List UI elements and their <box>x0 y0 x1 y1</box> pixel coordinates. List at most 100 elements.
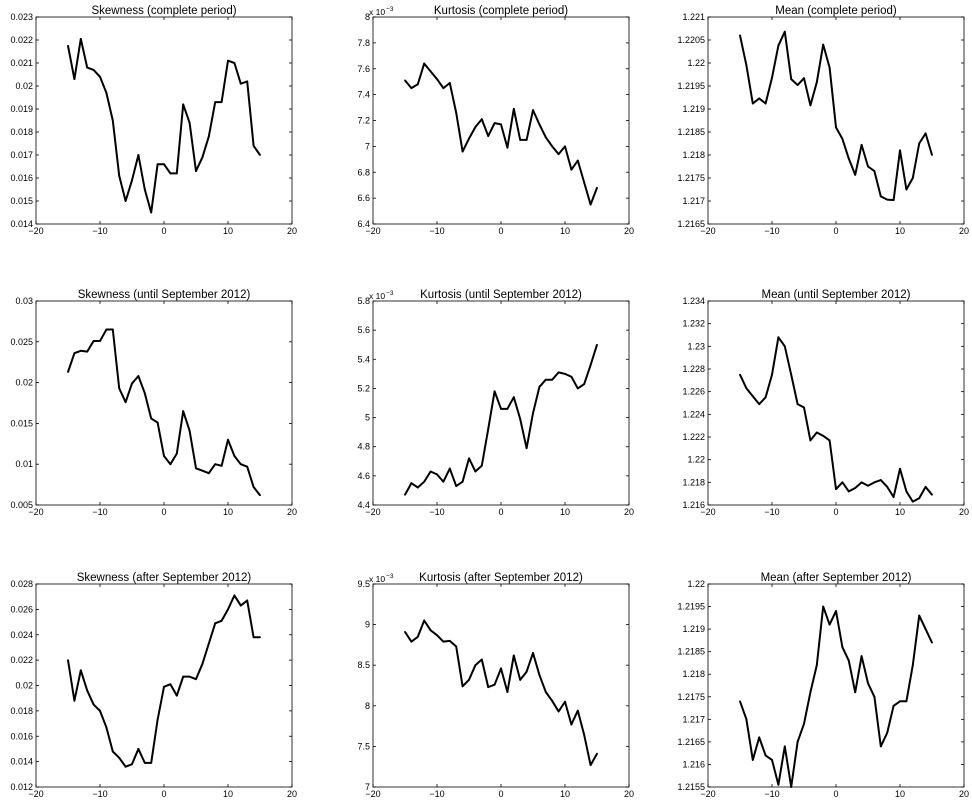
y-tick-label: 1.218 <box>682 477 705 487</box>
plot-frame <box>707 300 965 506</box>
data-point <box>745 718 748 721</box>
data-point <box>544 378 547 381</box>
x-tick-label: −20 <box>365 789 380 799</box>
data-point <box>111 328 114 331</box>
data-point <box>233 594 236 597</box>
y-tick-label: 1.2195 <box>677 81 705 91</box>
data-point <box>156 163 159 166</box>
y-tick-label: 0.022 <box>10 35 33 45</box>
y-tick-label: 1.217 <box>682 196 705 206</box>
data-point <box>777 336 780 339</box>
y-tick-label: 7.8 <box>357 38 370 48</box>
x-tick-label: 0 <box>498 226 503 236</box>
chart-title: Skewness (until September 2012) <box>78 289 251 301</box>
data-point <box>137 375 140 377</box>
data-point <box>751 102 754 105</box>
data-point <box>410 87 413 90</box>
data-point <box>493 122 496 124</box>
y-tick-label: 1.216 <box>682 500 705 510</box>
data-point <box>163 685 165 688</box>
data-point <box>835 126 837 129</box>
x-tick-label: −20 <box>700 789 715 799</box>
data-point <box>86 66 89 69</box>
data-point <box>73 78 76 80</box>
data-point <box>99 75 101 78</box>
y-tick-label: 1.232 <box>682 319 705 329</box>
data-point <box>803 722 805 725</box>
data-point <box>809 104 812 107</box>
data-point <box>214 463 217 466</box>
data-point <box>790 786 793 788</box>
data-point <box>124 401 127 404</box>
data-point <box>544 136 547 139</box>
chart-title: Skewness (complete period) <box>91 5 236 17</box>
data-point <box>468 457 470 460</box>
data-point <box>512 107 515 110</box>
data-point <box>474 126 477 128</box>
data-point <box>175 452 178 455</box>
data-point <box>835 610 837 612</box>
data-point <box>124 200 127 202</box>
data-point <box>214 622 217 625</box>
data-point <box>847 659 850 662</box>
x-tick-label: −20 <box>365 226 380 236</box>
y-tick-label: 0.03 <box>15 296 33 306</box>
y-tick-label: 1.22 <box>687 455 705 465</box>
chart-panel: −20 −10 0 10 20 0.014 0.015 0.016 0.017 0.018 0.01… <box>10 5 297 236</box>
data-point <box>879 745 882 748</box>
data-point <box>118 387 121 390</box>
x-tick-label: 0 <box>161 789 166 799</box>
data-point <box>809 439 812 442</box>
data-point <box>182 675 185 678</box>
data-point <box>461 480 464 483</box>
data-point <box>506 146 509 149</box>
data-point <box>410 482 413 485</box>
data-point <box>847 490 850 493</box>
data-point <box>796 84 799 86</box>
data-point <box>487 135 490 137</box>
data-point <box>131 179 133 182</box>
data-point <box>259 494 261 497</box>
data-point <box>918 142 921 145</box>
data-point <box>436 634 438 637</box>
y-tick-label: 0.005 <box>10 500 33 510</box>
data-point <box>239 463 242 466</box>
x-tick-label: 20 <box>959 507 969 517</box>
data-point <box>892 704 895 707</box>
data-point <box>803 406 805 409</box>
data-point <box>468 678 470 681</box>
plot-frame <box>372 300 630 506</box>
x-tick-label: −20 <box>28 226 43 236</box>
chart-title: Mean (after September 2012) <box>761 572 912 584</box>
data-point <box>500 407 502 410</box>
plot-frame <box>35 16 293 225</box>
data-point <box>538 386 541 388</box>
x-tick-label: −10 <box>92 789 107 799</box>
data-point <box>150 761 153 764</box>
data-point <box>879 195 882 198</box>
x-tick-label: 10 <box>895 226 905 236</box>
data-point <box>860 143 863 146</box>
data-point <box>739 373 741 376</box>
data-point <box>474 664 477 667</box>
y-tick-label: 4.8 <box>357 442 370 452</box>
chart-title: Mean (until September 2012) <box>762 289 911 301</box>
data-point <box>436 78 438 80</box>
y-tick-label: 8.5 <box>357 660 370 670</box>
y-tick-label: 1.23 <box>687 341 705 351</box>
data-point <box>751 759 754 761</box>
y-tick-label: 7.6 <box>357 64 370 74</box>
y-exponent-power: −3 <box>386 6 394 13</box>
data-point <box>886 731 889 734</box>
data-point <box>455 485 458 487</box>
data-point <box>828 439 831 442</box>
data-point <box>931 493 933 496</box>
data-point <box>873 695 876 698</box>
data-point <box>873 481 876 484</box>
data-point <box>790 373 793 376</box>
data-point <box>169 463 172 466</box>
data-point <box>92 340 95 342</box>
plot-frame <box>35 300 293 506</box>
data-point <box>841 646 844 649</box>
